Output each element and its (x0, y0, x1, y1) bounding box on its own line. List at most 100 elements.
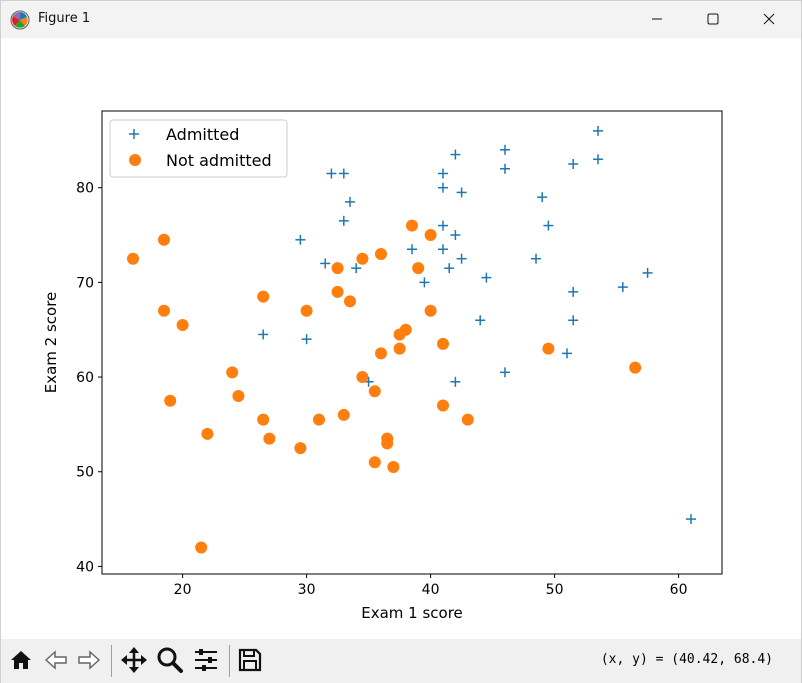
x-tick-label: 20 (174, 582, 192, 598)
data-point-admitted (407, 244, 417, 255)
data-point-not-admitted (294, 442, 307, 455)
data-point-admitted (258, 329, 269, 340)
y-tick-label: 40 (76, 559, 94, 575)
data-point-admitted (438, 244, 448, 255)
minimize-icon (651, 10, 663, 29)
forward-icon (76, 647, 102, 677)
data-point-not-admitted (461, 413, 474, 426)
data-point-admitted (475, 315, 486, 326)
close-button[interactable] (746, 1, 792, 38)
legend-label-not-admitted: Not admitted (166, 151, 272, 170)
data-point-not-admitted (331, 285, 344, 298)
title-bar[interactable]: Figure 1 (1, 1, 801, 38)
data-point-not-admitted (437, 337, 449, 350)
data-point-admitted (326, 168, 337, 179)
data-point-admitted (301, 334, 312, 345)
y-axis-label: Exam 2 score (42, 292, 60, 394)
data-point-not-admitted (201, 427, 214, 440)
data-point-admitted (450, 376, 461, 387)
data-point-not-admitted (232, 389, 245, 402)
data-point-not-admitted (368, 385, 381, 398)
data-point-not-admitted (412, 262, 425, 275)
cursor-coordinates: (x, y) = (40.42, 68.4) (600, 652, 773, 667)
back-button[interactable] (41, 647, 71, 677)
data-point-admitted (438, 168, 448, 179)
y-tick-label: 60 (76, 370, 94, 386)
data-point-admitted (562, 348, 572, 359)
configure-subplots-icon (192, 646, 220, 678)
data-point-not-admitted (257, 413, 270, 426)
data-point-admitted (450, 149, 461, 160)
data-point-not-admitted (399, 323, 412, 336)
data-point-not-admitted (542, 342, 555, 355)
data-point-not-admitted (313, 413, 325, 426)
legend-label-admitted: Admitted (166, 125, 239, 144)
data-point-not-admitted (381, 437, 394, 450)
legend: Admitted Not admitted (109, 119, 288, 178)
data-point-admitted (531, 253, 541, 264)
configure-subplots-button[interactable] (191, 647, 221, 677)
data-point-not-admitted (393, 342, 406, 355)
navigation-toolbar: (x, y) = (40.42, 68.4) (1, 639, 801, 683)
data-point-admitted (320, 258, 331, 269)
data-point-admitted (642, 267, 653, 278)
data-point-admitted (593, 154, 603, 165)
data-point-admitted (295, 234, 306, 245)
home-icon (8, 647, 34, 677)
zoom-button[interactable] (155, 647, 185, 677)
data-point-not-admitted (437, 399, 449, 412)
toolbar-separator (111, 645, 112, 677)
y-tick-label: 70 (76, 275, 94, 291)
data-point-admitted (568, 315, 579, 326)
data-point-not-admitted (375, 247, 387, 260)
data-point-not-admitted (629, 361, 642, 374)
data-point-admitted (438, 220, 448, 231)
x-tick-label: 50 (546, 582, 564, 598)
legend-entry-not-admitted: Not admitted (129, 151, 272, 170)
data-point-admitted (593, 125, 603, 136)
minimize-button[interactable] (634, 1, 680, 38)
y-tick-label: 80 (76, 181, 94, 197)
axes-frame (101, 110, 723, 575)
legend-entry-admitted: Admitted (129, 125, 239, 144)
data-point-not-admitted (226, 366, 239, 379)
x-tick-label: 40 (422, 582, 440, 598)
home-button[interactable] (6, 647, 36, 677)
data-point-admitted (481, 272, 492, 283)
maximize-icon (707, 10, 719, 29)
forward-button[interactable] (74, 647, 104, 677)
data-point-not-admitted (406, 219, 418, 232)
data-point-admitted (456, 187, 467, 198)
data-point-admitted (444, 263, 455, 274)
data-point-not-admitted (164, 394, 177, 407)
data-point-not-admitted (424, 229, 437, 242)
scatter-chart: 20 30 40 50 60 40 50 60 70 80 Exam 1 score Exam 2 s… (42, 110, 723, 622)
data-point-not-admitted (356, 252, 369, 265)
data-point-admitted (450, 230, 461, 241)
pan-button[interactable] (119, 647, 149, 677)
data-point-admitted (500, 144, 510, 155)
data-point-not-admitted (356, 371, 369, 384)
save-button[interactable] (235, 647, 265, 677)
window-title: Figure 1 (38, 11, 91, 26)
toolbar-separator (229, 645, 230, 677)
data-point-admitted (500, 163, 510, 174)
data-point-admitted (456, 253, 467, 264)
data-point-not-admitted (158, 233, 170, 246)
data-point-admitted (500, 367, 510, 378)
close-icon (763, 10, 775, 29)
data-point-not-admitted (257, 290, 270, 303)
data-point-not-admitted (127, 252, 139, 265)
data-point-not-admitted (158, 304, 170, 317)
data-point-admitted (419, 277, 430, 288)
data-point-admitted (568, 159, 579, 170)
data-point-admitted (543, 220, 554, 231)
legend-marker-not-admitted (129, 154, 141, 166)
pan-icon (120, 646, 148, 678)
maximize-button[interactable] (690, 1, 736, 38)
data-point-not-admitted (331, 262, 344, 275)
data-point-not-admitted (344, 295, 356, 308)
figure-canvas[interactable]: 20 30 40 50 60 40 50 60 70 80 Exam 1 score Exam 2 s… (1, 38, 801, 639)
data-point-admitted (568, 286, 579, 297)
series-not-admitted (127, 219, 642, 554)
